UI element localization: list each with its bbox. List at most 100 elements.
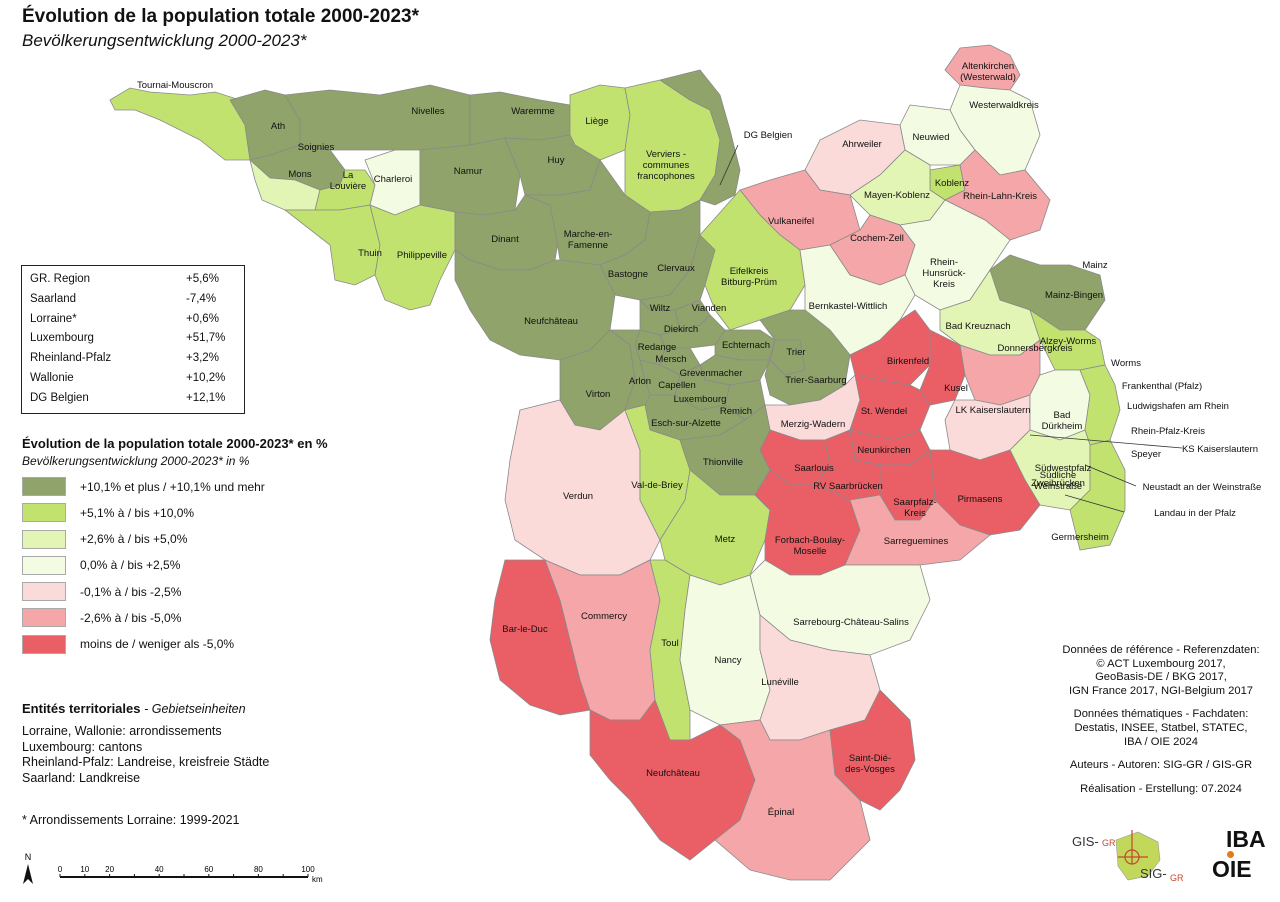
region-germersheim[interactable] — [1069, 439, 1126, 551]
map-label: Soignies — [298, 142, 335, 153]
map-label: Pirmasens — [958, 494, 1003, 505]
map-label: Neustadt an der Weinstraße — [1143, 482, 1262, 493]
scale-tick-label: 80 — [254, 865, 263, 874]
region-verdun[interactable] — [504, 399, 661, 576]
map-label: Germersheim — [1051, 532, 1109, 543]
stats-region: Luxembourg — [30, 332, 94, 345]
map-label: Redange — [638, 342, 677, 353]
legend-label: -0,1% à / bis -2,5% — [80, 584, 182, 599]
entities-title-de: - Gebietseinheiten — [144, 702, 246, 716]
region-saint-die[interactable] — [829, 689, 916, 811]
map-label: Altenkirchen (Westerwald) — [960, 61, 1016, 83]
stats-region: DG Belgien — [30, 391, 89, 404]
map-label: Épinal — [768, 807, 794, 818]
map-label: Vulkaneifel — [768, 216, 814, 227]
map-label: Esch-sur-Alzette — [651, 418, 721, 429]
map-label: Nivelles — [411, 106, 445, 117]
legend-title: Évolution de la population totale 2000-2… — [22, 436, 328, 451]
legend-label: moins de / weniger als -5,0% — [80, 637, 235, 652]
map-label: Westerwaldkreis — [969, 100, 1039, 111]
map-subtitle: Bevölkerungsentwicklung 2000-2023* — [22, 31, 307, 50]
stats-value: +51,7% — [186, 332, 226, 345]
region-dg-belgien[interactable] — [659, 69, 741, 206]
map-label: Diekirch — [664, 324, 698, 335]
legend-swatch — [22, 582, 66, 602]
svg-text:GR: GR — [1102, 838, 1116, 848]
map-label: Südliche Weinstraße — [1034, 470, 1082, 492]
iba-logo: IBA — [1226, 826, 1266, 852]
scale-unit: km — [312, 875, 323, 884]
region-toul[interactable] — [649, 559, 691, 741]
map-label: Luxembourg — [674, 394, 727, 405]
legend-swatch — [22, 529, 66, 549]
svg-text:SIG-: SIG- — [1140, 866, 1167, 881]
map-label: Sarrebourg-Château-Salins — [793, 617, 909, 628]
region-nivelles[interactable] — [284, 84, 471, 151]
legend-item: -0,1% à / bis -2,5% — [22, 582, 265, 602]
map-label: Landau in der Pfalz — [1154, 508, 1236, 519]
map-label: Neuwied — [913, 132, 950, 143]
map-label: Verdun — [563, 491, 593, 502]
map-label: Mersch — [655, 354, 686, 365]
map-label: Marche-en-Famenne — [564, 229, 613, 251]
scale-tick-label: 0 — [58, 865, 63, 874]
map-label: Merzig-Wadern — [781, 419, 846, 430]
map-label: Mainz-Bingen — [1045, 290, 1103, 301]
stats-region: Rheinland-Pfalz — [30, 352, 112, 365]
scale-tick-label: 10 — [80, 865, 89, 874]
footnote: * Arrondissements Lorraine: 1999-2021 — [22, 813, 240, 827]
map-label: Rhein-Hunsrück-Kreis — [922, 257, 965, 290]
map-label: Thionville — [703, 457, 743, 468]
svg-text:GIS-: GIS- — [1072, 834, 1099, 849]
region-waremme[interactable] — [469, 91, 571, 146]
map-label: Metz — [715, 534, 736, 545]
stats-value: +12,1% — [186, 391, 226, 404]
stats-row: GR. Region +5,6% — [22, 270, 244, 290]
map-label: Zweibrücken — [1031, 478, 1085, 489]
stats-value: +3,2% — [186, 352, 219, 365]
map-label: Donnersbergkreis — [998, 343, 1073, 354]
map-label: Saarpfalz-Kreis — [893, 497, 936, 519]
region-metz[interactable] — [659, 469, 771, 586]
map-label: LK Kaiserslautern — [956, 405, 1031, 416]
region-trier[interactable] — [769, 339, 806, 376]
map-label: DG Belgien — [744, 130, 793, 141]
map-label: Val-de-Briey — [631, 480, 683, 491]
oie-dot-icon — [1227, 851, 1234, 858]
entities-title-fr: Entités territoriales — [22, 701, 141, 716]
entity-line: Rheinland-Pfalz: Landreise, kreisfreie S… — [22, 755, 270, 770]
region-bastogne[interactable] — [599, 199, 701, 301]
map-label: Bastogne — [608, 269, 648, 280]
map-label: Bar-le-Duc — [502, 624, 548, 635]
legend-label: +5,1% à / bis +10,0% — [80, 505, 195, 520]
legend-swatch — [22, 634, 66, 654]
north-arrow-icon — [23, 864, 33, 884]
map-label: Koblenz — [935, 178, 970, 189]
region-thuin[interactable] — [283, 204, 381, 286]
credit-block: Données thématiques - Fachdaten: Destatis… — [1073, 708, 1249, 748]
stats-region: Wallonie — [30, 371, 74, 384]
map-label: Echternach — [722, 340, 770, 351]
map-label: Speyer — [1131, 449, 1161, 460]
scale-tick-label: 100 — [301, 865, 315, 874]
map-label: Remich — [720, 406, 752, 417]
region-tournai-mouscron[interactable] — [109, 87, 251, 161]
legend-label: +10,1% et plus / +10,1% und mehr — [80, 479, 265, 494]
region-epinal[interactable] — [714, 719, 871, 881]
legend: +10,1% et plus / +10,1% und mehr +5,1% à … — [22, 477, 265, 661]
map-label: Commercy — [581, 611, 627, 622]
map-label: Thuin — [358, 248, 382, 259]
stats-table: GR. Region +5,6% Saarland -7,4% Lorraine* +0,… — [21, 265, 245, 414]
gis-gr-logo: GIS- GR SIG- GR — [1072, 830, 1184, 883]
map-label: Forbach-Boulay-Moselle — [775, 535, 845, 557]
map-label: Mainz — [1082, 260, 1108, 271]
region-neufchateau-be[interactable] — [454, 249, 616, 361]
map-label: Bad Kreuznach — [946, 321, 1011, 332]
map-label: Nancy — [715, 655, 742, 666]
region-philippeville[interactable] — [369, 204, 456, 311]
map-label: Alzey-Worms — [1040, 336, 1097, 347]
legend-item: +5,1% à / bis +10,0% — [22, 503, 265, 523]
scale-tick-label: 40 — [155, 865, 164, 874]
legend-label: -2,6% à / bis -5,0% — [80, 610, 182, 625]
